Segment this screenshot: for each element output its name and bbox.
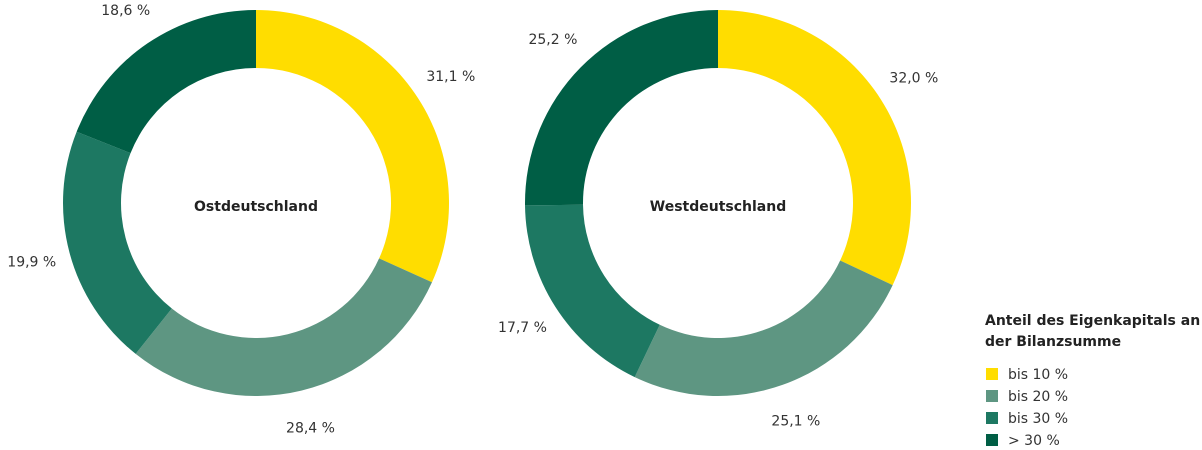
- donut-slice: [634, 260, 893, 396]
- legend-label: bis 30 %: [1008, 411, 1068, 427]
- legend-swatch: [986, 434, 998, 446]
- donut-slice: [135, 258, 432, 396]
- donut-slice: [525, 10, 718, 206]
- legend-label: > 30 %: [1008, 433, 1060, 449]
- donut-slice: [256, 10, 450, 283]
- value-label: 25,2 %: [528, 32, 577, 48]
- legend-swatch: [986, 412, 998, 424]
- legend-label: bis 20 %: [1008, 389, 1068, 405]
- legend-swatch: [986, 368, 998, 380]
- donut-slice: [63, 131, 172, 354]
- center-label: Westdeutschland: [650, 199, 786, 215]
- legend-title: Anteil des Eigenkapitals an: [985, 313, 1200, 329]
- legend-label: bis 10 %: [1008, 367, 1068, 383]
- donut-slice: [718, 10, 911, 286]
- value-label: 25,1 %: [771, 414, 820, 430]
- donut-slice: [76, 10, 257, 154]
- value-label: 28,4 %: [286, 421, 335, 437]
- value-label: 18,6 %: [101, 3, 150, 19]
- value-label: 17,7 %: [498, 320, 547, 336]
- donut-slice: [525, 204, 660, 378]
- legend-swatch: [986, 390, 998, 402]
- value-label: 19,9 %: [7, 255, 56, 271]
- value-label: 32,0 %: [889, 71, 938, 87]
- center-label: Ostdeutschland: [194, 199, 318, 215]
- value-label: 31,1 %: [426, 69, 475, 85]
- legend-title: der Bilanzsumme: [985, 334, 1121, 350]
